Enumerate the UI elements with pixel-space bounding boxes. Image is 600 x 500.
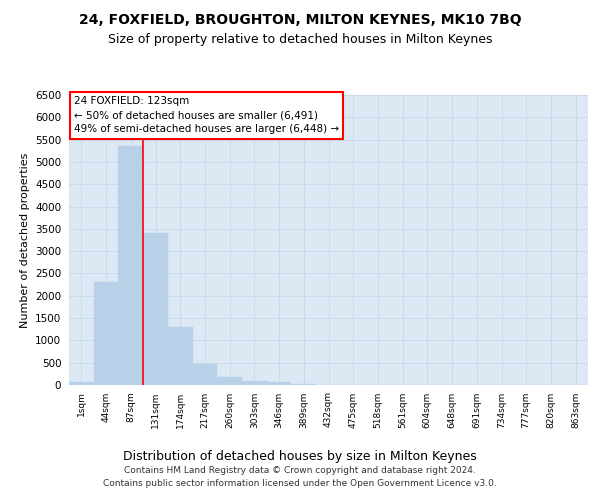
Bar — [242, 381, 267, 385]
Bar — [118, 146, 143, 385]
Bar — [292, 384, 316, 385]
Bar — [94, 282, 118, 385]
Bar — [217, 377, 242, 385]
Bar — [193, 364, 217, 385]
Bar — [69, 382, 94, 385]
Text: Contains HM Land Registry data © Crown copyright and database right 2024.
Contai: Contains HM Land Registry data © Crown c… — [103, 466, 497, 487]
Text: Size of property relative to detached houses in Milton Keynes: Size of property relative to detached ho… — [108, 32, 492, 46]
Bar — [168, 327, 193, 385]
Text: 24, FOXFIELD, BROUGHTON, MILTON KEYNES, MK10 7BQ: 24, FOXFIELD, BROUGHTON, MILTON KEYNES, … — [79, 12, 521, 26]
Bar — [267, 382, 292, 385]
Bar — [143, 234, 168, 385]
Text: 24 FOXFIELD: 123sqm
← 50% of detached houses are smaller (6,491)
49% of semi-det: 24 FOXFIELD: 123sqm ← 50% of detached ho… — [74, 96, 340, 134]
Text: Distribution of detached houses by size in Milton Keynes: Distribution of detached houses by size … — [123, 450, 477, 463]
Y-axis label: Number of detached properties: Number of detached properties — [20, 152, 29, 328]
